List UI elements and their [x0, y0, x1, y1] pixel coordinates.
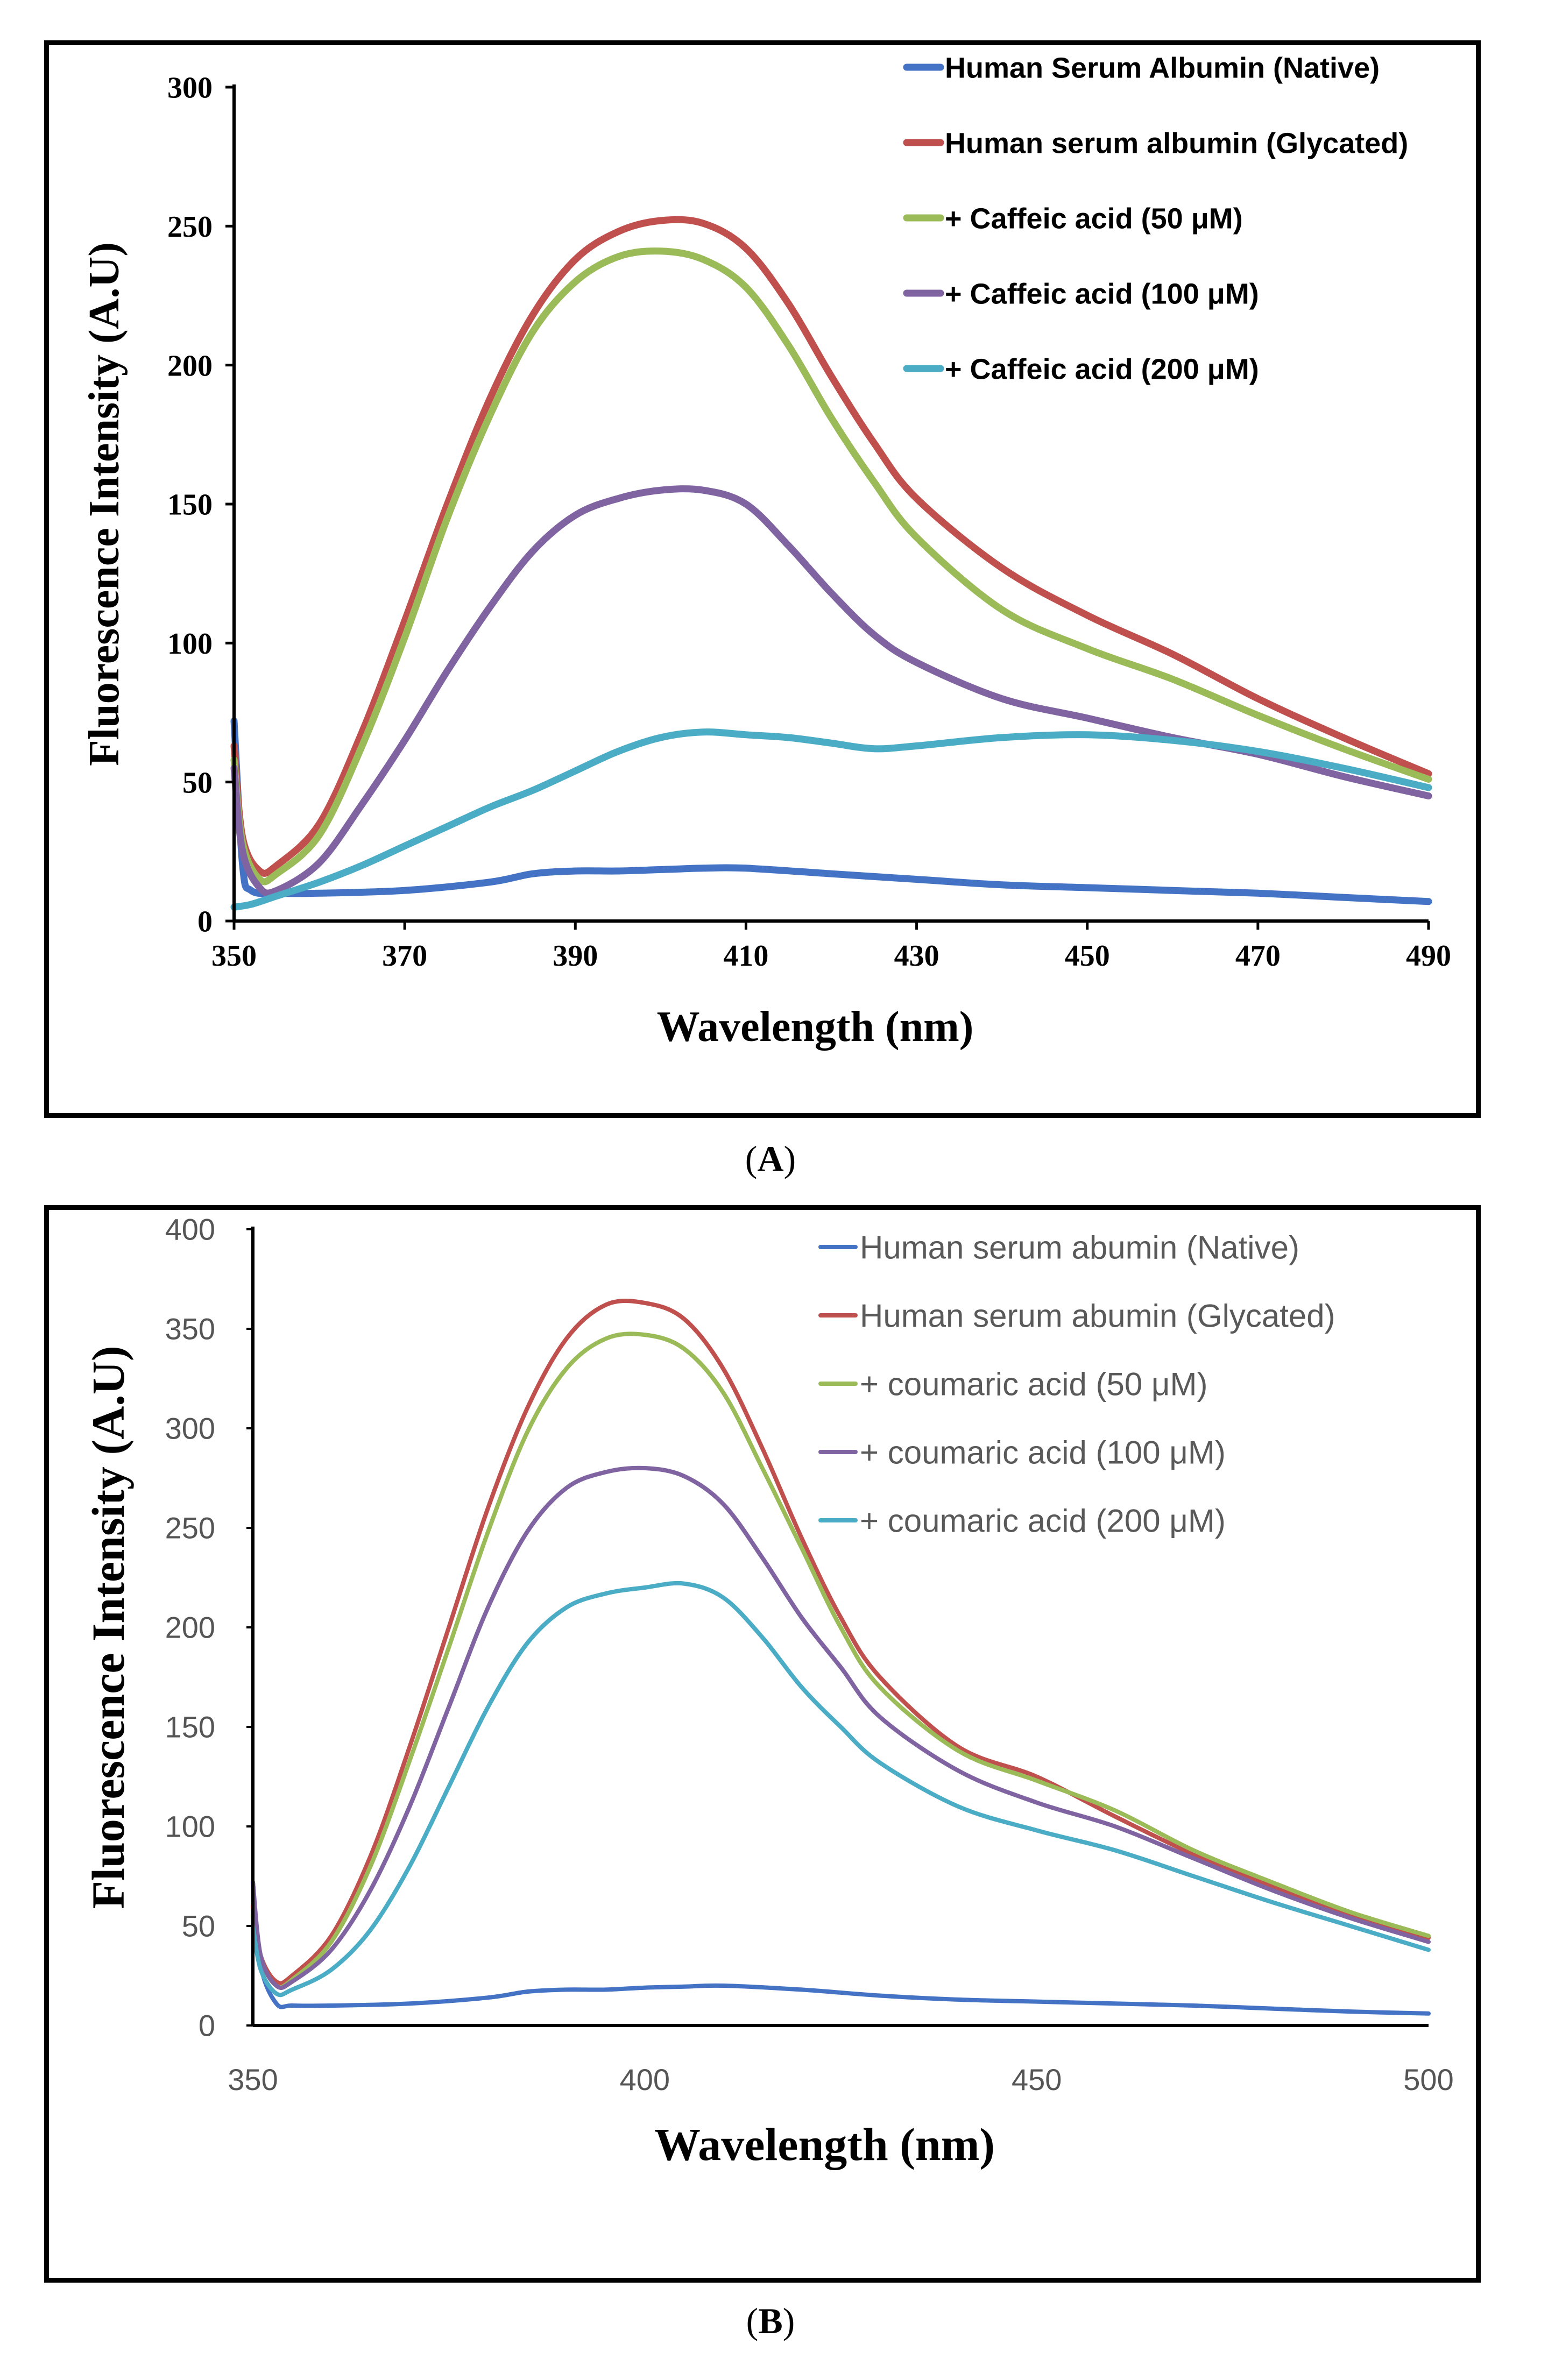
panel-a-label: (A) [0, 1138, 1541, 1180]
chart-b-y-tick-label: 350 [165, 1312, 215, 1346]
panel-b-label-close: ) [782, 2300, 795, 2341]
chart-b-y-tick-label: 150 [165, 1710, 215, 1744]
chart-a-y-tick-label: 200 [167, 349, 213, 382]
chart-a-x-tick-label: 370 [382, 939, 427, 973]
chart-b-series-line-5 [251, 1581, 1431, 1998]
chart-a-y-tick-label: 300 [167, 72, 213, 105]
chart-b-legend-label-4: + coumaric acid (100 μM) [860, 1435, 1226, 1471]
panel-b-frame [44, 1205, 1481, 2283]
chart-b-y-tick-label: 300 [165, 1412, 215, 1446]
chart-b-legend-label-1: Human serum abumin (Native) [860, 1230, 1299, 1266]
panel-a-label-open: ( [745, 1138, 758, 1179]
chart-b-legend-label-2: Human serum abumin (Glycated) [860, 1298, 1335, 1334]
chart-b-x-tick-label: 500 [1403, 2063, 1453, 2096]
chart-a-legend-label-2: Human serum albumin (Glycated) [945, 127, 1408, 159]
chart-a-x-tick-label: 490 [1406, 939, 1451, 973]
chart-b-legend-label-3: + coumaric acid (50 μM) [860, 1366, 1207, 1402]
chart-b-series-line-4 [251, 1465, 1431, 1991]
chart-a-legend-label-5: + Caffeic acid (200 μM) [945, 353, 1259, 385]
chart-b-y-tick-label: 0 [199, 2009, 215, 2043]
chart-a-x-tick-label: 350 [211, 939, 257, 973]
chart-a-legend-label-4: + Caffeic acid (100 μM) [945, 278, 1259, 310]
chart-b-y-tick-label: 400 [165, 1213, 215, 1246]
chart-a-x-tick-label: 410 [723, 939, 768, 973]
chart-b-x-tick-label: 400 [620, 2063, 670, 2096]
chart-b-x-axis-label: Wavelength (nm) [654, 2119, 995, 2170]
chart-a-y-tick-label: 150 [167, 488, 213, 522]
chart-a-y-tick-label: 250 [167, 210, 213, 244]
chart-b-y-tick-label: 100 [165, 1810, 215, 1844]
chart-b-series-line-3 [251, 1331, 1431, 1989]
chart-a-x-tick-label: 390 [553, 939, 598, 973]
chart-b-y-tick-label: 50 [182, 1909, 215, 1943]
chart-b-y-tick-label: 200 [165, 1611, 215, 1645]
chart-a-x-tick-label: 470 [1235, 939, 1281, 973]
chart-a-legend-label-3: + Caffeic acid (50 μM) [945, 202, 1243, 235]
chart-a: 0 50 100 150 200 250 300 350 370 390 410 430 450 470 4… [81, 52, 1451, 1051]
panel-b-label-open: ( [746, 2300, 759, 2341]
chart-a-series-line-4 [230, 485, 1432, 897]
chart-b-series-line-2 [251, 1299, 1431, 1986]
chart-b-legend-label-5: + coumaric acid (200 μM) [860, 1503, 1226, 1539]
panel-a-label-letter: A [757, 1138, 784, 1179]
chart-b: 0 50 100 150 200 250 300 350 400 350 400 450 500 Wave… [82, 1213, 1454, 2170]
chart-a-series-line-5 [230, 728, 1432, 911]
chart-a-legend-label-1: Human Serum Albumin (Native) [945, 52, 1380, 84]
chart-a-x-axis-label: Wavelength (nm) [657, 1003, 974, 1051]
chart-a-x-tick-label: 450 [1065, 939, 1110, 973]
chart-b-series-line-1 [251, 1880, 1431, 2016]
chart-a-series-line-2 [230, 216, 1432, 877]
panel-b-label-letter: B [758, 2300, 783, 2341]
chart-b-x-tick-label: 350 [228, 2063, 278, 2096]
panel-b-label: (B) [0, 2300, 1541, 2342]
chart-a-y-axis-label: Fluorescence Intensity (A.U) [81, 242, 128, 766]
panel-a-label-close: ) [783, 1138, 796, 1179]
panel-a-frame [44, 40, 1481, 1118]
chart-a-y-tick-label: 0 [197, 905, 213, 939]
chart-a-y-tick-label: 50 [182, 766, 213, 799]
chart-b-y-axis-label: Fluorescence Intensity (A.U) [82, 1346, 134, 1909]
chart-b-x-tick-label: 450 [1012, 2063, 1062, 2096]
chart-b-y-tick-label: 250 [165, 1511, 215, 1545]
chart-a-series-line-3 [230, 247, 1432, 886]
chart-a-x-tick-label: 430 [894, 939, 939, 973]
chart-a-y-tick-label: 100 [167, 627, 213, 661]
